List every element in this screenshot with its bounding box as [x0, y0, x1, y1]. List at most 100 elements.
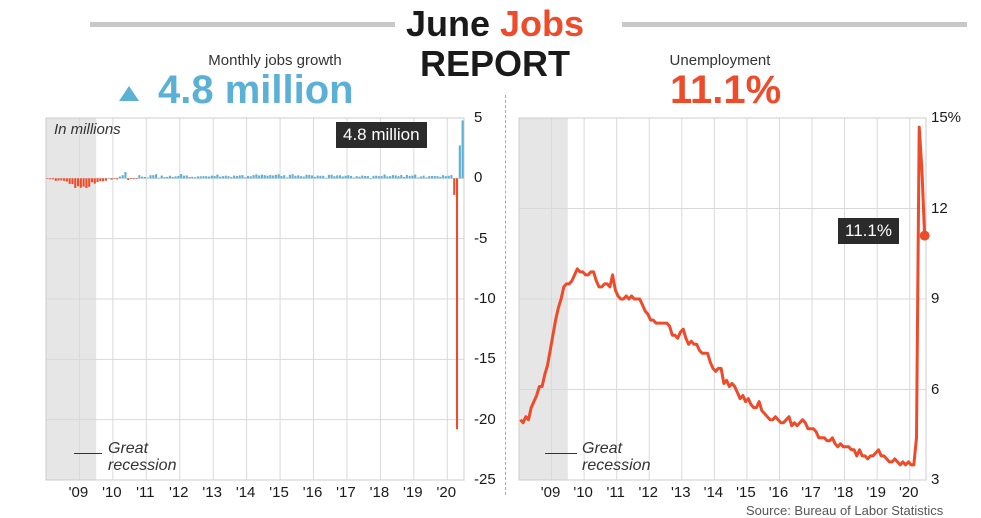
- bar: [397, 176, 400, 179]
- bar: [260, 174, 264, 179]
- left-recession-label-2: recession: [108, 457, 177, 474]
- bar: [419, 176, 422, 179]
- bar: [182, 175, 185, 179]
- bar: [227, 176, 230, 179]
- bar: [291, 174, 294, 179]
- bar: [233, 175, 236, 179]
- y-tick-label: 0: [474, 169, 483, 187]
- bar: [458, 145, 461, 179]
- bar: [102, 178, 105, 182]
- bar: [308, 174, 311, 179]
- bar: [90, 178, 94, 183]
- bar: [297, 175, 300, 179]
- bar: [383, 174, 386, 179]
- title-rule-left: [90, 22, 395, 27]
- bar: [177, 175, 180, 179]
- bar: [60, 178, 63, 181]
- bar: [414, 174, 417, 179]
- bar: [266, 175, 269, 179]
- bar: [336, 175, 339, 179]
- bar: [428, 176, 431, 179]
- bar: [152, 175, 155, 179]
- bar: [375, 175, 378, 179]
- bar: [141, 176, 144, 179]
- bar: [322, 175, 325, 179]
- y-tick-label: -5: [474, 229, 488, 247]
- bar: [288, 174, 291, 179]
- bar: [325, 177, 328, 179]
- x-tick-label: '09: [68, 484, 89, 501]
- bar: [85, 178, 88, 188]
- plot-frame: [45, 117, 465, 481]
- bar: [194, 177, 197, 179]
- right-subtitle: Unemployment: [669, 52, 771, 69]
- bar: [377, 176, 381, 179]
- bar: [244, 177, 247, 179]
- bar: [49, 178, 52, 180]
- bar: [425, 177, 428, 179]
- bar: [311, 175, 314, 179]
- y-tick-label: 12: [931, 199, 948, 217]
- bar: [258, 175, 261, 179]
- bar: [51, 178, 55, 180]
- left-unit-note: In millions: [54, 121, 121, 138]
- bar: [391, 175, 394, 179]
- bar: [403, 177, 406, 179]
- bar: [135, 178, 138, 179]
- last-point-marker: [919, 230, 930, 241]
- bar: [99, 178, 102, 182]
- x-tick-label: '12: [168, 484, 189, 501]
- bar: [358, 176, 361, 179]
- bar: [79, 178, 82, 188]
- bar: [185, 175, 188, 179]
- bar: [283, 175, 286, 179]
- bar: [453, 178, 456, 195]
- x-tick-label: '14: [235, 484, 256, 501]
- bar: [65, 178, 68, 182]
- bar: [299, 176, 303, 179]
- bar: [436, 176, 439, 179]
- bar: [146, 177, 149, 179]
- x-tick-label: '13: [202, 484, 222, 501]
- bar: [202, 176, 205, 179]
- bar: [113, 178, 116, 179]
- bar: [286, 177, 289, 179]
- bar: [246, 176, 250, 179]
- bar: [124, 172, 127, 179]
- x-tick-label: '11: [136, 484, 155, 501]
- bar: [433, 175, 436, 179]
- bar: [63, 178, 66, 181]
- bar: [199, 176, 202, 179]
- y-tick-label: 6: [931, 380, 940, 398]
- bar: [196, 176, 199, 179]
- bar: [263, 175, 266, 179]
- bar: [71, 178, 74, 185]
- x-tick-label: '14: [703, 484, 724, 501]
- bar: [88, 178, 91, 187]
- y-tick-label: -10: [474, 290, 496, 307]
- bar: [129, 178, 133, 179]
- bar: [280, 176, 283, 179]
- bar: [444, 176, 447, 179]
- title-part1: June: [405, 3, 490, 44]
- bar: [372, 175, 375, 179]
- x-tick-label: '13: [671, 484, 691, 501]
- x-tick-label: '18: [369, 484, 390, 501]
- title-rule-right: [622, 22, 967, 27]
- bar: [361, 175, 364, 179]
- bar: [305, 174, 308, 179]
- bar: [272, 175, 275, 179]
- x-tick-label: '20: [898, 484, 919, 501]
- bar: [46, 178, 49, 179]
- bar: [180, 173, 183, 179]
- bar: [249, 176, 252, 179]
- bar: [430, 176, 433, 179]
- bar: [422, 175, 425, 179]
- title-part2: Jobs: [500, 3, 585, 44]
- bar: [219, 176, 222, 179]
- page-title-line2: REPORT: [419, 43, 570, 84]
- bar: [221, 176, 224, 179]
- bar: [77, 178, 80, 187]
